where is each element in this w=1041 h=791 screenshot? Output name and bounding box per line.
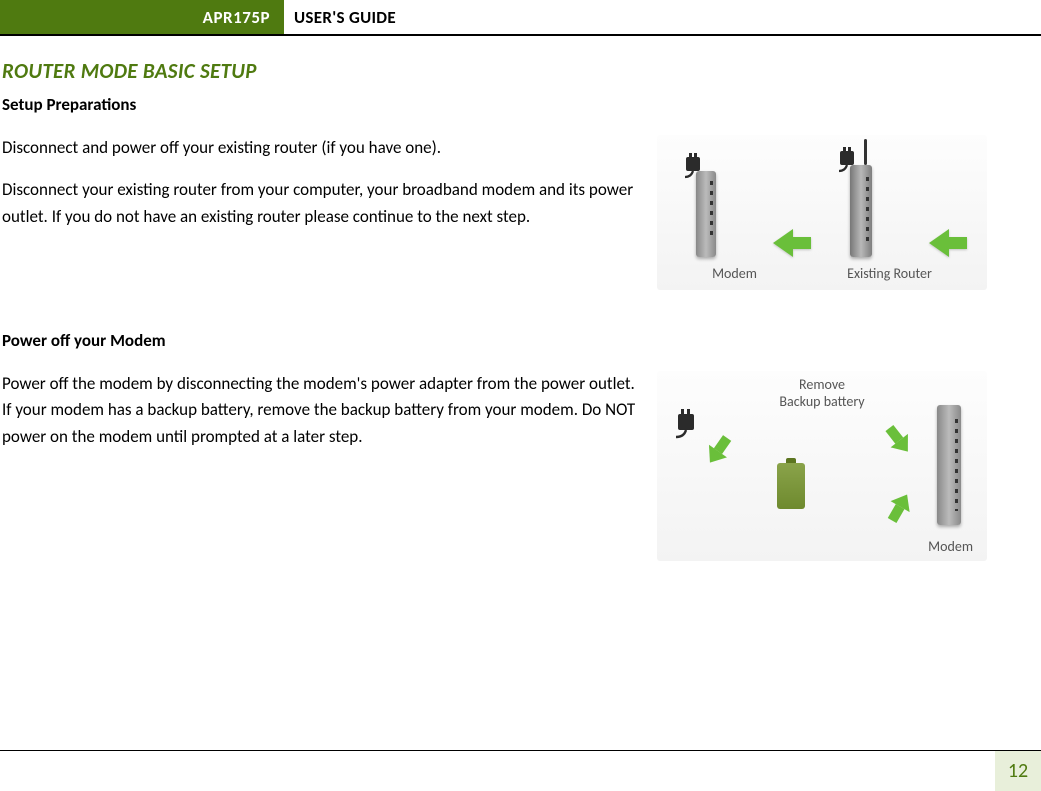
section-title: ROUTER MODE BASIC SETUP	[2, 58, 987, 84]
modem-icon	[937, 405, 961, 525]
page-content: ROUTER MODE BASIC SETUP Setup Preparatio…	[0, 36, 1041, 561]
arrow-icon	[706, 435, 736, 469]
paragraph: Disconnect and power off your existing r…	[2, 135, 637, 161]
page-number: 12	[995, 751, 1041, 791]
power-plug-icon	[673, 409, 703, 439]
arrow-icon	[885, 421, 916, 454]
diagram-disconnect-router: Modem Existing Router	[657, 135, 987, 290]
diagram-title-line: Backup battery	[779, 393, 864, 410]
section-row: Disconnect and power off your existing r…	[2, 135, 987, 290]
router-icon	[850, 165, 872, 257]
antenna-icon	[864, 139, 867, 165]
diagram-label-router: Existing Router	[847, 265, 932, 282]
arrow-left-icon	[929, 229, 949, 257]
subheading-power-off-modem: Power off your Modem	[2, 330, 987, 351]
footer-rule	[0, 750, 1041, 751]
diagram-label-modem: Modem	[928, 538, 973, 555]
text-column: Power off the modem by disconnecting the…	[2, 371, 637, 561]
header-title: USER'S GUIDE	[284, 0, 396, 34]
diagram-title-line: Remove	[799, 376, 845, 393]
text-column: Disconnect and power off your existing r…	[2, 135, 637, 290]
diagram-label-modem: Modem	[712, 265, 757, 282]
header-model-badge: APR175P	[0, 0, 284, 34]
header-bar: APR175P USER'S GUIDE	[0, 0, 1041, 36]
section-row: Power off the modem by disconnecting the…	[2, 371, 987, 561]
battery-icon	[777, 463, 805, 509]
modem-icon	[696, 171, 716, 257]
arrow-icon	[883, 489, 912, 523]
subheading-setup-preparations: Setup Preparations	[2, 94, 987, 115]
arrow-left-icon	[773, 229, 793, 257]
diagram-remove-battery: Remove Backup battery Modem	[657, 371, 987, 561]
paragraph: Disconnect your existing router from you…	[2, 177, 637, 230]
paragraph: Power off the modem by disconnecting the…	[2, 371, 637, 450]
